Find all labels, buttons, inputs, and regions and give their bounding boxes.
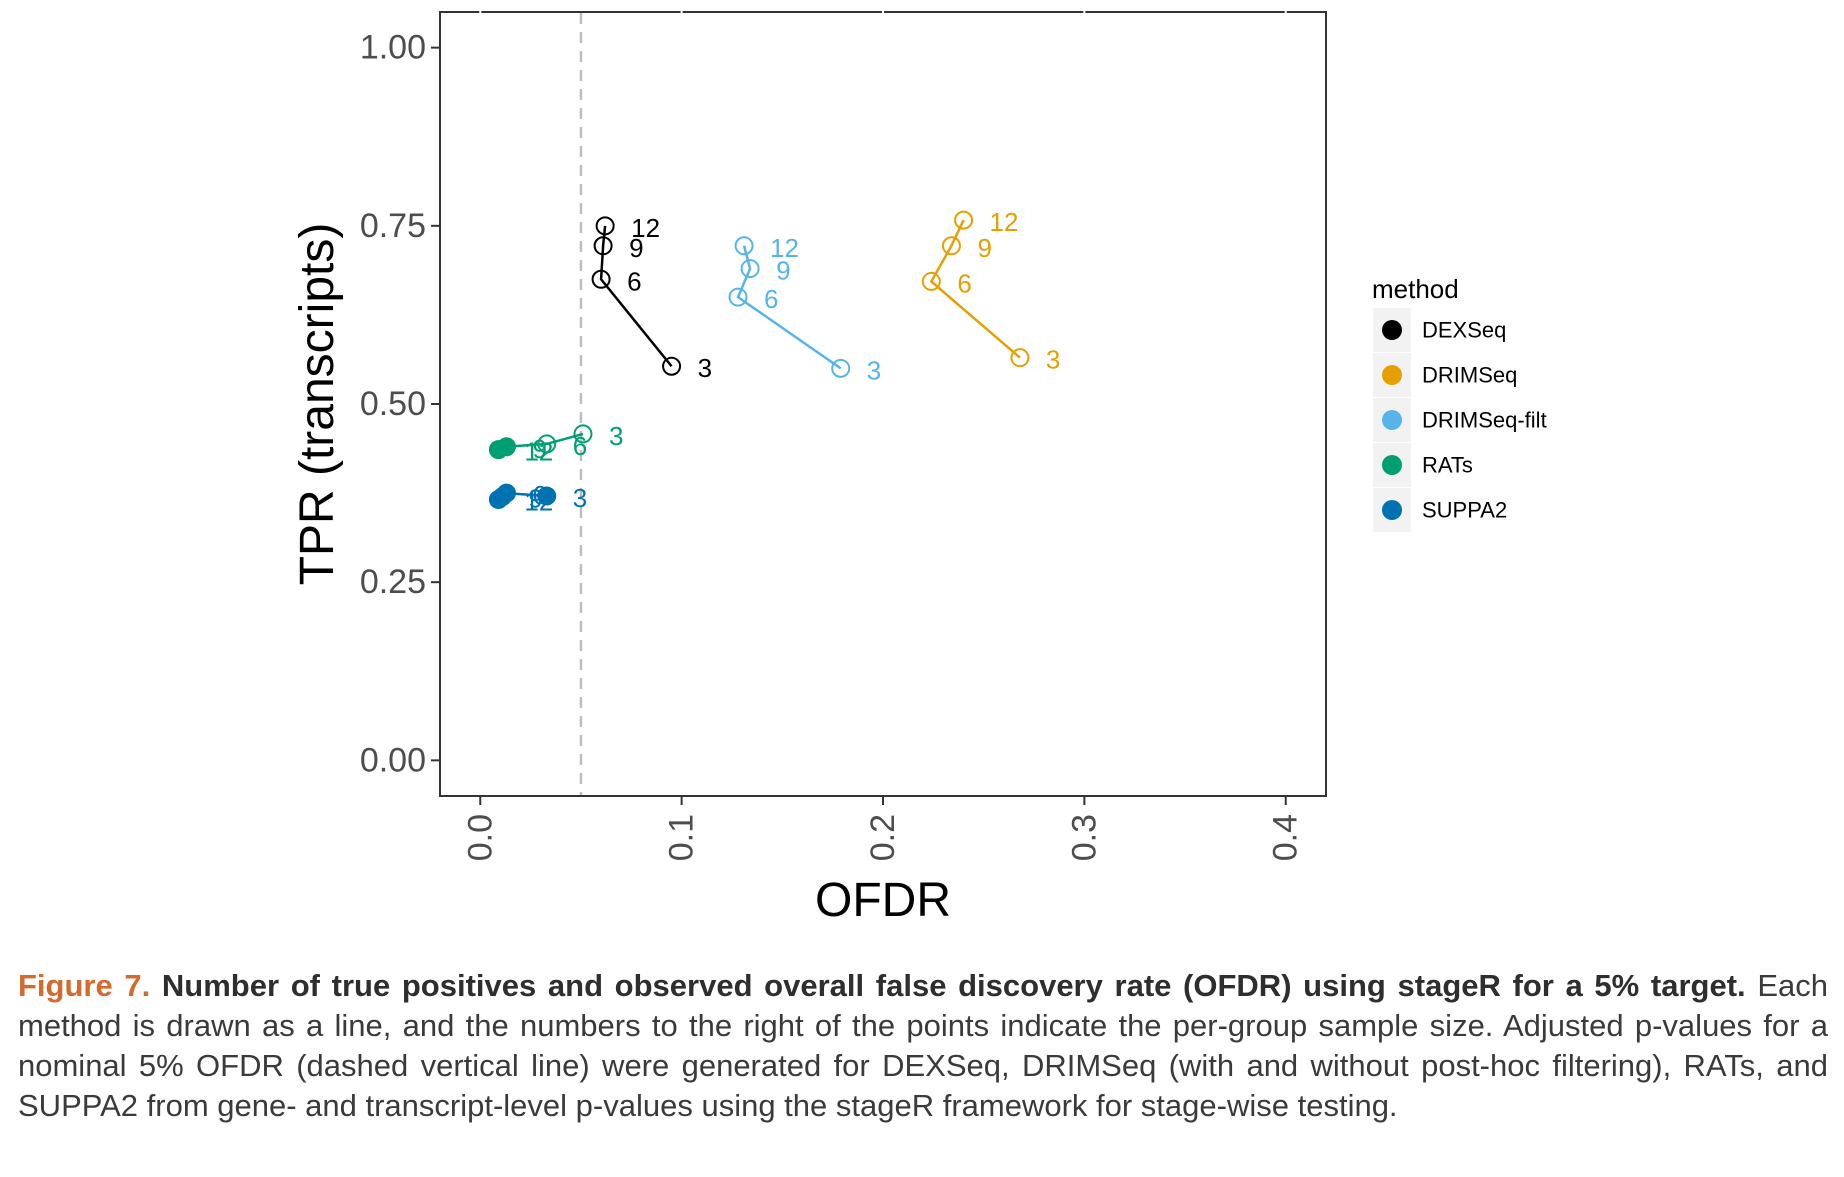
y-tick-label: 0.00 (360, 741, 426, 779)
x-tick-label: 0.2 (864, 814, 902, 861)
data-point (595, 216, 615, 236)
point-label: 6 (764, 284, 778, 314)
point-label: 9 (776, 256, 790, 286)
data-point (573, 424, 593, 444)
point-label: 12 (631, 213, 660, 243)
point-label: 3 (698, 353, 712, 383)
data-point (941, 236, 961, 256)
x-axis: 0.0 0.1 0.2 0.3 0.4 (461, 10, 1305, 861)
point-label: 3 (609, 421, 623, 451)
point-label: 9 (532, 434, 546, 464)
point-label: 3 (867, 355, 881, 385)
point-label: 12 (990, 207, 1019, 237)
y-axis: 0.00 0.25 0.50 0.75 1.00 (360, 29, 440, 779)
legend-swatch (1382, 410, 1402, 430)
data-point (921, 271, 941, 291)
point-label: 6 (957, 268, 971, 298)
y-tick-label: 0.75 (360, 207, 426, 245)
data-point (954, 210, 974, 230)
data-point (734, 236, 754, 256)
x-tick-label: 0.3 (1065, 814, 1103, 861)
series-line (599, 225, 673, 368)
ofdr-tpr-chart: 0.0 0.1 0.2 0.3 0.4 0.000.250.500.751.00 369… (291, 10, 1547, 927)
data-point (740, 259, 760, 279)
plot-panel (439, 11, 1327, 797)
legend-swatch (1382, 455, 1402, 475)
legend-entry-label: SUPPA2 (1422, 498, 1507, 523)
y-tick-label: 0.25 (360, 563, 426, 601)
x-axis-title: OFDR (815, 874, 951, 927)
legend-entry-label: RATs (1422, 453, 1473, 478)
data-point (537, 486, 557, 506)
x-tick-label: 0.4 (1267, 814, 1305, 861)
data-point (537, 434, 557, 454)
point-label: 3 (1046, 345, 1060, 375)
point-label: 6 (627, 266, 641, 296)
data-point (593, 236, 613, 256)
caption-title: Number of true positives and observed ov… (161, 968, 1746, 1003)
x-tick-label: 0.0 (461, 814, 499, 861)
y-tick-label: 1.00 (360, 29, 426, 67)
series-line (929, 219, 1021, 359)
legend-swatch (1382, 320, 1402, 340)
point-label: 12 (524, 487, 553, 517)
data-point (591, 269, 611, 289)
point-label: 9 (528, 484, 542, 514)
legend-swatch (1382, 500, 1402, 520)
data-point (831, 358, 851, 378)
legend-entry-label: DRIMSeq (1422, 363, 1517, 388)
point-label: 9 (977, 233, 991, 263)
legend: method DEXSeq DRIMSeq DRIMSeq-filt RATs SUPP… (1372, 274, 1547, 532)
caption-body: Each method is drawn as a line, and the … (18, 968, 1828, 1123)
point-label: 6 (573, 431, 587, 461)
point-label: 9 (629, 233, 643, 263)
legend-swatch (1382, 365, 1402, 385)
caption-label: Figure 7. (18, 968, 151, 1003)
legend-title: method (1372, 274, 1459, 304)
point-label: 3 (573, 483, 587, 513)
y-tick-label: 0.50 (360, 385, 426, 423)
point-label: 12 (524, 437, 553, 467)
legend-entry-label: DRIMSeq-filt (1422, 408, 1547, 433)
data-point (1010, 348, 1030, 368)
data-point (488, 490, 508, 510)
y-axis-title: TPR (transcripts) (291, 223, 344, 586)
data-point (662, 356, 682, 376)
point-label: 12 (770, 233, 799, 263)
series-line (736, 245, 842, 370)
data-point (488, 440, 508, 460)
data-point (728, 287, 748, 307)
point-label: 6 (532, 480, 546, 510)
legend-entry-label: DEXSeq (1422, 318, 1506, 343)
figure-caption: Figure 7. Number of true positives and o… (18, 966, 1828, 1126)
x-tick-label: 0.1 (663, 814, 701, 861)
